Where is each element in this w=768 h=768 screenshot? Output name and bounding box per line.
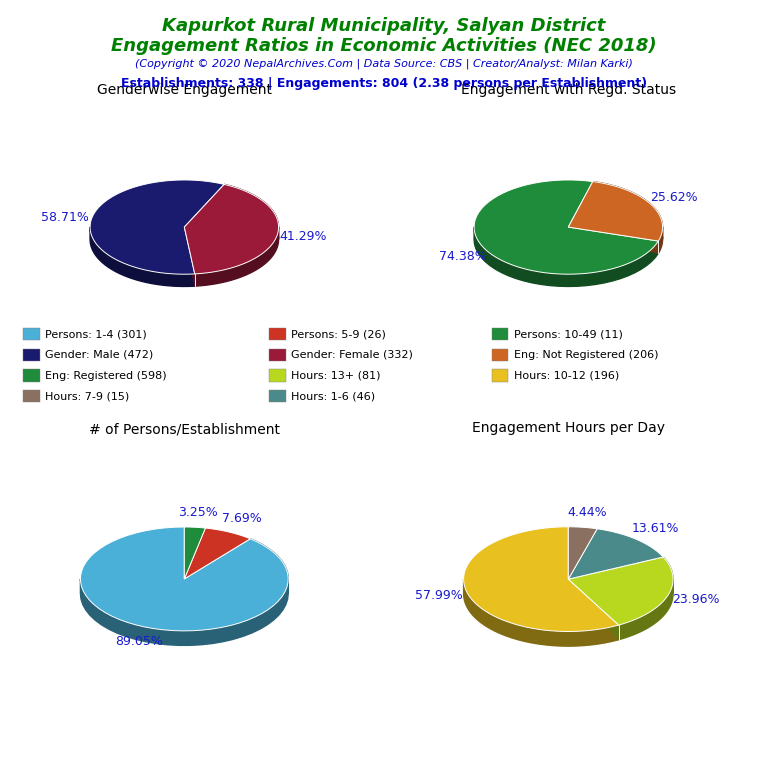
Text: 57.99%: 57.99%: [415, 589, 462, 602]
Text: 25.62%: 25.62%: [650, 191, 698, 204]
Text: 3.25%: 3.25%: [178, 506, 218, 519]
Text: Hours: 7-9 (15): Hours: 7-9 (15): [45, 391, 130, 402]
Text: Hours: 13+ (81): Hours: 13+ (81): [291, 370, 381, 381]
Text: Persons: 10-49 (11): Persons: 10-49 (11): [514, 329, 623, 339]
Text: Establishments: 338 | Engagements: 804 (2.38 persons per Establishment): Establishments: 338 | Engagements: 804 (…: [121, 77, 647, 90]
Polygon shape: [568, 227, 658, 253]
Polygon shape: [184, 528, 250, 579]
Polygon shape: [568, 557, 673, 625]
Text: (Copyright © 2020 NepalArchives.Com | Data Source: CBS | Creator/Analyst: Milan : (Copyright © 2020 NepalArchives.Com | Da…: [135, 58, 633, 69]
Polygon shape: [81, 579, 288, 645]
Polygon shape: [619, 579, 673, 640]
Text: Eng: Not Registered (206): Eng: Not Registered (206): [514, 349, 658, 360]
Polygon shape: [464, 527, 619, 631]
Polygon shape: [184, 227, 195, 286]
Polygon shape: [568, 579, 619, 640]
Text: 89.05%: 89.05%: [115, 635, 164, 648]
Polygon shape: [593, 181, 663, 240]
Text: Persons: 5-9 (26): Persons: 5-9 (26): [291, 329, 386, 339]
Polygon shape: [664, 557, 673, 594]
Polygon shape: [224, 184, 279, 240]
Polygon shape: [658, 227, 663, 253]
Title: # of Persons/Establishment: # of Persons/Establishment: [89, 422, 280, 436]
Text: Gender: Female (332): Gender: Female (332): [291, 349, 413, 360]
Title: Engagement with Regd. Status: Engagement with Regd. Status: [461, 83, 676, 98]
Polygon shape: [184, 527, 205, 579]
Polygon shape: [90, 180, 224, 274]
Text: Eng: Registered (598): Eng: Registered (598): [45, 370, 167, 381]
Text: 58.71%: 58.71%: [41, 210, 89, 223]
Text: 41.29%: 41.29%: [280, 230, 327, 243]
Text: Engagement Ratios in Economic Activities (NEC 2018): Engagement Ratios in Economic Activities…: [111, 37, 657, 55]
Polygon shape: [474, 180, 658, 274]
Title: Engagement Hours per Day: Engagement Hours per Day: [472, 421, 665, 435]
Polygon shape: [195, 227, 279, 286]
Polygon shape: [474, 227, 658, 286]
Text: Kapurkot Rural Municipality, Salyan District: Kapurkot Rural Municipality, Salyan Dist…: [162, 17, 606, 35]
Polygon shape: [184, 184, 279, 274]
Text: 7.69%: 7.69%: [222, 512, 262, 525]
Polygon shape: [568, 227, 658, 253]
Title: Genderwise Engagement: Genderwise Engagement: [97, 83, 272, 98]
Text: 23.96%: 23.96%: [672, 594, 720, 607]
Text: Hours: 1-6 (46): Hours: 1-6 (46): [291, 391, 376, 402]
Polygon shape: [184, 227, 195, 286]
Polygon shape: [568, 579, 619, 640]
Text: 74.38%: 74.38%: [439, 250, 487, 263]
Polygon shape: [90, 227, 195, 286]
Text: 13.61%: 13.61%: [631, 521, 679, 535]
Polygon shape: [464, 579, 619, 646]
Polygon shape: [568, 529, 664, 579]
Polygon shape: [250, 539, 288, 594]
Polygon shape: [81, 527, 288, 631]
Text: Gender: Male (472): Gender: Male (472): [45, 349, 154, 360]
Text: Persons: 1-4 (301): Persons: 1-4 (301): [45, 329, 147, 339]
Text: Hours: 10-12 (196): Hours: 10-12 (196): [514, 370, 619, 381]
Polygon shape: [568, 181, 663, 241]
Text: 4.44%: 4.44%: [567, 506, 607, 519]
Polygon shape: [568, 527, 598, 579]
